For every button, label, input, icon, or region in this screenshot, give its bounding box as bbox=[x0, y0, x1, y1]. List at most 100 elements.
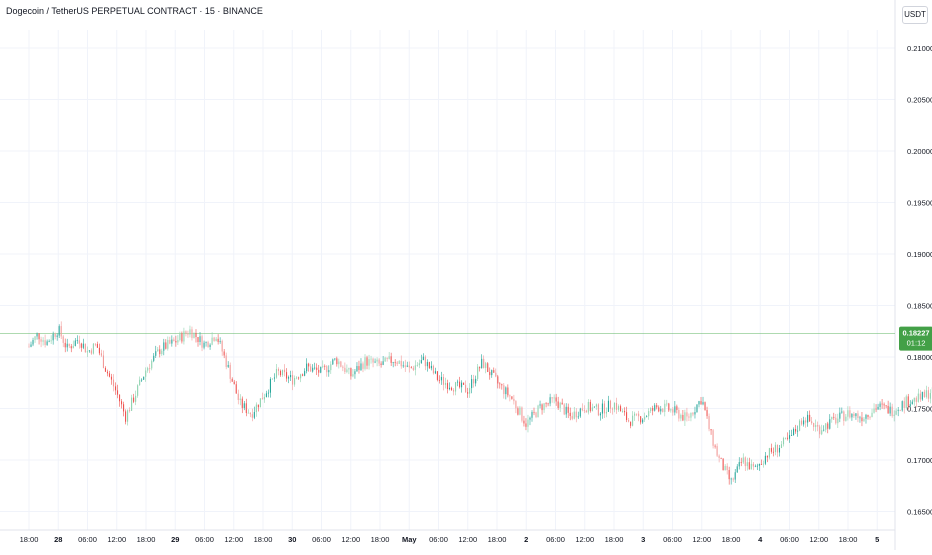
candle-body bbox=[813, 423, 814, 427]
candle-body bbox=[920, 394, 921, 400]
x-tick-label: 18:00 bbox=[722, 535, 741, 544]
candle-body bbox=[87, 351, 88, 352]
candle-body bbox=[224, 352, 225, 356]
candle-body bbox=[411, 367, 412, 368]
candle-body bbox=[32, 340, 33, 344]
candle-body bbox=[694, 412, 695, 414]
candle-body bbox=[437, 371, 438, 380]
candle-body bbox=[153, 356, 154, 361]
candle-body bbox=[535, 412, 536, 417]
candle-body bbox=[373, 359, 374, 363]
candle-body bbox=[41, 339, 42, 342]
candle-body bbox=[248, 413, 249, 414]
candle-body bbox=[101, 353, 102, 355]
candle-body bbox=[254, 412, 255, 418]
candle-body bbox=[801, 421, 802, 425]
candle-body bbox=[49, 341, 50, 342]
candle-body bbox=[125, 411, 126, 421]
candle-body bbox=[904, 401, 905, 408]
candle-body bbox=[906, 396, 907, 408]
candle-body bbox=[191, 329, 192, 338]
candle-body bbox=[648, 411, 649, 416]
candle-body bbox=[544, 403, 545, 410]
candle-body bbox=[173, 340, 174, 341]
candle-body bbox=[322, 366, 323, 367]
candle-body bbox=[759, 464, 760, 466]
x-tick-label: 18:00 bbox=[605, 535, 624, 544]
candle-body bbox=[556, 397, 557, 401]
candle-body bbox=[69, 344, 70, 346]
candle-body bbox=[308, 364, 309, 367]
candle-body bbox=[674, 406, 675, 412]
candle-body bbox=[425, 357, 426, 367]
candle-body bbox=[39, 333, 40, 339]
candle-body bbox=[805, 420, 806, 422]
y-tick-label: 0.20000 bbox=[907, 147, 932, 156]
x-tick-label: 12:00 bbox=[341, 535, 360, 544]
candle-body bbox=[71, 346, 72, 348]
candle-body bbox=[294, 378, 295, 385]
candle-body bbox=[47, 341, 48, 345]
candle-body bbox=[334, 358, 335, 359]
candle-body bbox=[779, 448, 780, 452]
candle-body bbox=[602, 404, 603, 414]
candle-body bbox=[381, 364, 382, 365]
candle-body bbox=[914, 398, 915, 402]
candle-body bbox=[696, 404, 697, 412]
currency-button[interactable]: USDT bbox=[902, 6, 928, 24]
candle-body bbox=[129, 410, 130, 411]
x-tick-label: 06:00 bbox=[546, 535, 565, 544]
candle-body bbox=[819, 427, 820, 435]
candle-body bbox=[539, 404, 540, 405]
candle-body bbox=[214, 338, 215, 341]
candle-body bbox=[316, 368, 317, 370]
candle-body bbox=[809, 415, 810, 421]
candle-body bbox=[391, 356, 392, 363]
candle-body bbox=[777, 445, 778, 453]
candle-body bbox=[304, 371, 305, 376]
candle-body bbox=[501, 384, 502, 385]
candle-body bbox=[457, 382, 458, 383]
candle-body bbox=[473, 379, 474, 383]
candle-body bbox=[292, 375, 293, 385]
x-tick-label: 12:00 bbox=[809, 535, 828, 544]
candle-body bbox=[197, 337, 198, 342]
candle-body bbox=[34, 336, 35, 340]
candle-body bbox=[525, 423, 526, 426]
candle-body bbox=[155, 351, 156, 356]
candle-body bbox=[111, 377, 112, 380]
candle-body bbox=[477, 367, 478, 379]
candle-body bbox=[431, 366, 432, 368]
candle-body bbox=[878, 407, 879, 409]
candle-body bbox=[843, 411, 844, 420]
candle-body bbox=[149, 368, 150, 369]
candle-body bbox=[383, 361, 384, 365]
candle-body bbox=[527, 420, 528, 427]
candle-body bbox=[415, 365, 416, 370]
candle-body bbox=[700, 401, 701, 404]
candle-body bbox=[570, 413, 571, 416]
candle-body bbox=[835, 418, 836, 423]
candle-body bbox=[272, 379, 273, 380]
candle-body bbox=[731, 479, 732, 480]
candle-body bbox=[531, 412, 532, 418]
candle-body bbox=[30, 345, 31, 347]
candle-body bbox=[226, 355, 227, 366]
candle-body bbox=[733, 479, 734, 480]
candle-body bbox=[296, 378, 297, 379]
candle-body bbox=[451, 388, 452, 390]
candle-body bbox=[362, 363, 363, 368]
candle-body bbox=[753, 464, 754, 467]
candle-body bbox=[338, 362, 339, 365]
x-tick-label: 18:00 bbox=[254, 535, 273, 544]
candle-body bbox=[610, 401, 611, 409]
candle-body bbox=[873, 409, 874, 413]
candle-body bbox=[274, 378, 275, 379]
candle-body bbox=[346, 369, 347, 372]
candle-body bbox=[370, 359, 371, 360]
candle-body bbox=[519, 407, 520, 414]
candle-body bbox=[606, 412, 607, 414]
candle-body bbox=[912, 402, 913, 405]
